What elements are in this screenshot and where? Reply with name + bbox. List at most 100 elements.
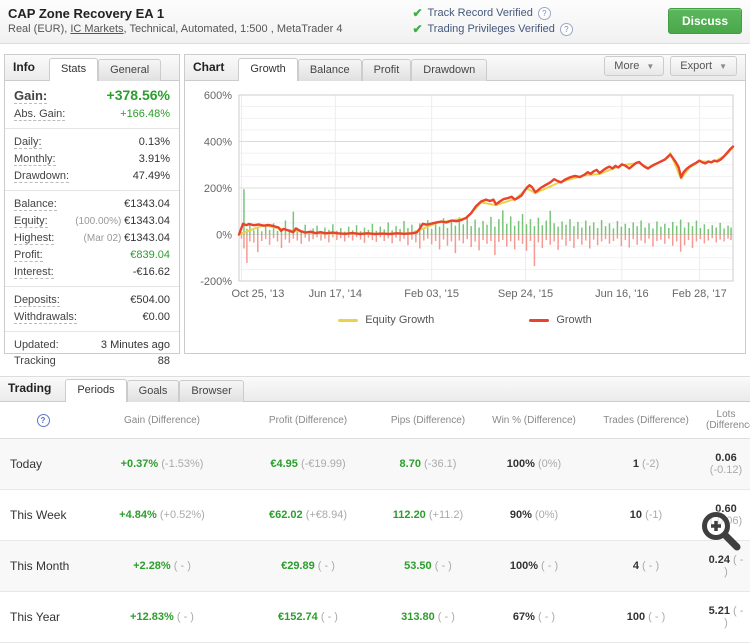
period-cell: €4.95 (-€19.99) xyxy=(238,438,378,490)
stat-number: 88 xyxy=(157,355,170,367)
info-panel: Info Stats General Gain: +378.56% Abs. Gain… xyxy=(4,54,180,367)
zoom-in-icon[interactable] xyxy=(698,508,744,554)
periods-table: ? Gain (Difference) Profit (Difference) Pip… xyxy=(0,402,750,643)
period-cell: +12.83% ( - ) xyxy=(86,591,238,643)
stat-label: Balance: xyxy=(14,198,57,211)
check-icon: ✔ xyxy=(412,6,423,20)
verified-badge: ✔ Trading Privileges Verified? xyxy=(412,22,573,36)
legend-item-equity-growth[interactable]: Equity Growth xyxy=(338,314,434,326)
period-cell: 67% ( - ) xyxy=(478,591,590,643)
stat-value: -€16.62 xyxy=(133,266,170,278)
verified-label: Track Record Verified xyxy=(427,7,533,19)
broker-link[interactable]: IC Markets xyxy=(70,23,124,35)
verified-label: Trading Privileges Verified xyxy=(427,23,555,35)
stat-row-tracking: Tracking 88 xyxy=(5,353,179,369)
period-cell: 8.70 (-36.1) xyxy=(378,438,478,490)
info-tabs: Stats General xyxy=(49,58,162,81)
stat-row-updated: Updated: 3 Minutes ago xyxy=(5,337,179,353)
stat-label: Monthly: xyxy=(14,153,56,166)
info-tab-general[interactable]: General xyxy=(98,59,162,81)
verified-badges: ✔ Track Record Verified? ✔ Trading Privileg… xyxy=(412,5,573,36)
chart-panel-label: Chart xyxy=(193,60,225,74)
stat-row-withdrawals: Withdrawals: €0.00 xyxy=(5,309,179,326)
more-button[interactable]: More ▼ xyxy=(604,56,665,76)
cell-value: 100% xyxy=(509,560,538,572)
stat-number: +166.48% xyxy=(120,108,170,120)
account-title-block: CAP Zone Recovery EA 1 Real (EUR), IC Ma… xyxy=(8,5,342,35)
chart-tabbar: Chart Growth Balance Profit Drawdown More ▼ … xyxy=(185,55,745,81)
chart-legend: Equity Growth Growth xyxy=(185,314,745,326)
y-axis-tick: 400% xyxy=(204,137,232,149)
help-icon[interactable]: ? xyxy=(537,6,551,20)
legend-swatch xyxy=(338,318,359,322)
cell-value: 10 xyxy=(629,509,643,521)
period-cell: 100% ( - ) xyxy=(478,540,590,592)
trading-tab-browser[interactable]: Browser xyxy=(179,380,244,402)
cell-value: €4.95 xyxy=(270,458,298,470)
chart-tab-profit[interactable]: Profit xyxy=(361,59,412,81)
cell-difference: ( - ) xyxy=(434,560,452,572)
info-tabbar: Info Stats General xyxy=(5,55,179,81)
cell-difference: (+11.2) xyxy=(428,509,464,521)
discuss-button[interactable]: Discuss xyxy=(667,8,742,34)
stat-value: 47.49% xyxy=(133,170,170,182)
cell-difference: (-€19.99) xyxy=(300,458,346,470)
periods-header-row: ? Gain (Difference) Profit (Difference) Pip… xyxy=(0,402,750,439)
period-cell: €152.74 ( - ) xyxy=(238,591,378,643)
chart-tab-drawdown[interactable]: Drawdown xyxy=(411,59,488,81)
cell-difference: ( - ) xyxy=(173,560,191,572)
trading-tab-periods[interactable]: Periods xyxy=(65,379,127,402)
stat-number: €504.00 xyxy=(130,294,170,306)
column-header-pips-difference: Pips (Difference) xyxy=(378,402,478,439)
stat-label: Daily: xyxy=(14,136,42,149)
period-row-this-month: This Month +2.28% ( - ) €29.89 ( - ) 53.50 … xyxy=(0,540,750,592)
y-axis-tick: -200% xyxy=(200,276,232,288)
legend-label: Growth xyxy=(556,314,592,326)
cell-difference: (-0.12) xyxy=(709,464,743,476)
export-button[interactable]: Export ▼ xyxy=(670,56,737,76)
stat-row-monthly: Monthly: 3.91% xyxy=(5,151,179,168)
cell-difference: ( - ) xyxy=(642,560,660,572)
stat-prefix: (Mar 02) xyxy=(83,233,125,244)
cell-difference: ( - ) xyxy=(317,560,335,572)
cell-value: 5.21 xyxy=(708,605,730,617)
cell-value: €152.74 xyxy=(278,611,318,623)
x-axis-tick: Jun 17, '14 xyxy=(309,288,362,300)
stat-row-interest: Interest: -€16.62 xyxy=(5,264,179,281)
stat-value: 3.91% xyxy=(139,153,170,165)
stat-value: (Mar 02) €1343.04 xyxy=(84,232,170,244)
trading-tab-goals[interactable]: Goals xyxy=(126,380,180,402)
cell-value: 100 xyxy=(626,611,646,623)
column-header-lots-difference: Lots (Difference) xyxy=(702,402,750,439)
cell-difference: (-1.53%) xyxy=(161,458,204,470)
legend-item-growth[interactable]: Growth xyxy=(529,314,592,326)
period-cell: 10 (-1) xyxy=(590,489,702,541)
stat-row-highest: Highest: (Mar 02) €1343.04 xyxy=(5,230,179,247)
stat-value: €0.00 xyxy=(142,311,170,323)
legend-swatch xyxy=(529,318,550,322)
stat-number: 3.91% xyxy=(138,153,170,165)
help-icon[interactable]: ? xyxy=(36,413,50,427)
help-icon[interactable]: ? xyxy=(559,22,573,36)
subtitle-prefix: Real (EUR), xyxy=(8,23,71,35)
stat-number: 47.49% xyxy=(132,170,170,182)
column-header-win-difference: Win % (Difference) xyxy=(478,402,590,439)
cell-value: +0.37% xyxy=(120,458,159,470)
trading-panel-label: Trading xyxy=(8,381,52,395)
cell-value: 112.20 xyxy=(392,509,426,521)
stat-label: Withdrawals: xyxy=(14,311,77,324)
cell-difference: (-2) xyxy=(642,458,660,470)
x-axis-tick: Feb 28, '17 xyxy=(672,288,727,300)
stat-value: €1343.04 xyxy=(124,198,170,210)
stat-label: Tracking xyxy=(14,355,56,367)
info-tab-stats[interactable]: Stats xyxy=(49,58,99,81)
chart-tab-growth[interactable]: Growth xyxy=(238,58,298,81)
check-icon: ✔ xyxy=(412,22,423,36)
cell-value: 53.50 xyxy=(404,560,432,572)
cell-value: 0.24 xyxy=(708,554,730,566)
cell-difference: (0%) xyxy=(534,509,559,521)
period-label: This Month xyxy=(0,540,86,592)
main-content: Info Stats General Gain: +378.56% Abs. Gain… xyxy=(4,54,746,367)
chart-tab-balance[interactable]: Balance xyxy=(297,59,362,81)
stat-number: 3 Minutes ago xyxy=(100,339,170,351)
